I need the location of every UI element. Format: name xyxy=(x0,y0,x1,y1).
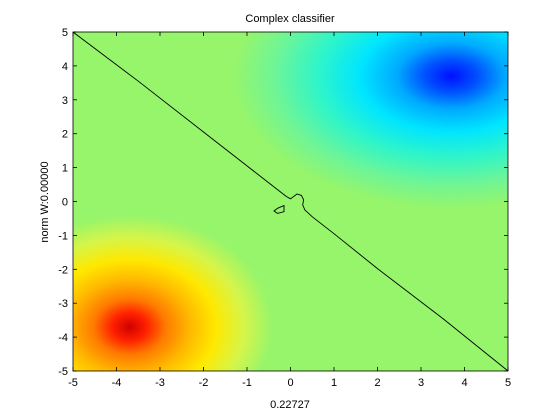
x-tick-label: -1 xyxy=(242,377,252,389)
y-tick-label: 5 xyxy=(62,27,68,39)
x-axis-label: 0.22727 xyxy=(270,399,310,411)
x-tick-label: -4 xyxy=(112,377,122,389)
positive-peak xyxy=(73,215,274,371)
decision-boundary xyxy=(73,32,508,371)
x-tick-label: -3 xyxy=(155,377,165,389)
y-tick-label: -3 xyxy=(58,298,68,310)
x-tick-label: -2 xyxy=(199,377,209,389)
x-tick-label: 5 xyxy=(505,377,511,389)
y-tick-label: 1 xyxy=(62,163,68,175)
x-tick-label: 3 xyxy=(418,377,424,389)
chart-title: Complex classifier xyxy=(245,13,335,25)
plot-frame xyxy=(72,31,509,372)
y-axis-label: norm W:0.00000 xyxy=(39,161,51,242)
y-tick-label: 0 xyxy=(62,197,68,209)
y-tick-label: -2 xyxy=(58,264,68,276)
negative-peak xyxy=(234,32,508,209)
y-tick-label: -1 xyxy=(58,230,68,242)
y-tick-label: 2 xyxy=(62,129,68,141)
y-axis: -5 -4 -3 -2 -1 0 1 2 3 4 5 xyxy=(58,27,508,378)
x-tick-label: 1 xyxy=(331,377,337,389)
x-tick-label: 0 xyxy=(287,377,293,389)
y-tick-label: 3 xyxy=(62,95,68,107)
y-tick-label: 4 xyxy=(62,61,68,73)
x-tick-label: -5 xyxy=(68,377,78,389)
x-tick-label: 4 xyxy=(461,377,467,389)
x-tick-label: 2 xyxy=(374,377,380,389)
decision-boundary-loop xyxy=(273,204,285,214)
y-tick-label: -5 xyxy=(58,366,68,378)
x-axis: -5 -4 -3 -2 -1 0 1 2 3 4 5 xyxy=(68,32,511,389)
y-tick-label: -4 xyxy=(58,332,68,344)
